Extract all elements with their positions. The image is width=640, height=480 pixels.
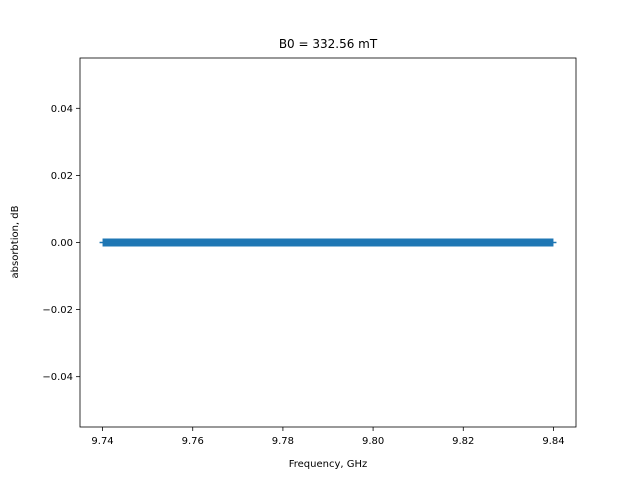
y-tick-label: −0.02 [42, 305, 73, 316]
x-axis-ticks: 9.74 9.76 9.78 9.80 9.82 9.84 [91, 427, 565, 447]
y-tick-label: 0.04 [51, 104, 73, 115]
x-tick-label: 9.78 [272, 436, 294, 447]
y-tick-label: −0.04 [42, 372, 73, 383]
chart-title: B0 = 332.56 mT [279, 37, 378, 51]
x-tick-label: 9.84 [542, 436, 564, 447]
y-tick-label: 0.00 [51, 238, 73, 249]
x-tick-label: 9.82 [452, 436, 474, 447]
y-tick-label: 0.02 [51, 171, 73, 182]
x-tick-label: 9.80 [362, 436, 384, 447]
x-tick-label: 9.74 [91, 436, 113, 447]
y-axis-label: absorbtion, dB [10, 205, 21, 278]
x-tick-label: 9.76 [182, 436, 204, 447]
y-axis-ticks: −0.04 −0.02 0.00 0.02 0.04 [42, 104, 80, 383]
x-axis-label: Frequency, GHz [289, 459, 368, 470]
